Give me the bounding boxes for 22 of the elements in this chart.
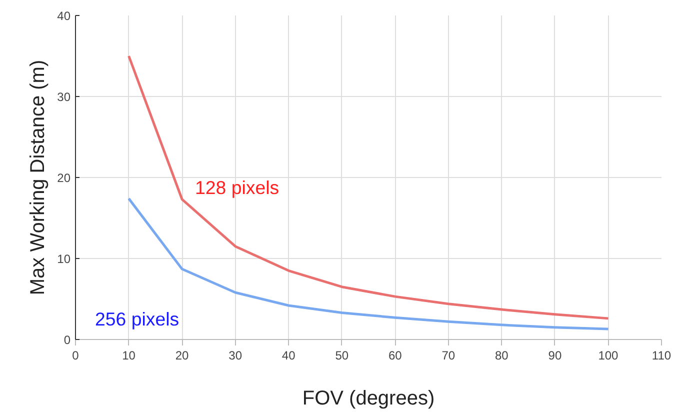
y-tick-label: 10 bbox=[57, 252, 71, 266]
x-axis-title: FOV (degrees) bbox=[302, 388, 435, 410]
x-tick-label: 100 bbox=[598, 348, 619, 362]
x-tick-label: 0 bbox=[72, 348, 80, 362]
x-tick-label: 50 bbox=[335, 348, 349, 362]
y-tick-label: 40 bbox=[57, 9, 71, 23]
x-tick-label: 70 bbox=[442, 348, 456, 362]
x-tick-label: 110 bbox=[652, 348, 672, 362]
x-tick-label: 90 bbox=[548, 348, 562, 362]
y-tick-label: 0 bbox=[64, 333, 71, 347]
text: 256 pixels bbox=[95, 308, 180, 330]
series-label: 128 pixels bbox=[195, 176, 280, 198]
y-tick-label: 20 bbox=[57, 171, 71, 185]
y-tick-label: 30 bbox=[57, 90, 71, 104]
x-tick-label: 60 bbox=[388, 348, 402, 362]
x-tick-label: 80 bbox=[495, 348, 509, 362]
x-tick-label: 30 bbox=[228, 348, 242, 362]
x-tick-label: 20 bbox=[175, 348, 190, 362]
x-tick-label: 40 bbox=[282, 348, 296, 362]
y-axis-title: Max Working Distance (m) bbox=[27, 60, 50, 296]
line-series bbox=[128, 197, 610, 330]
x-tick-label: 10 bbox=[122, 348, 136, 362]
